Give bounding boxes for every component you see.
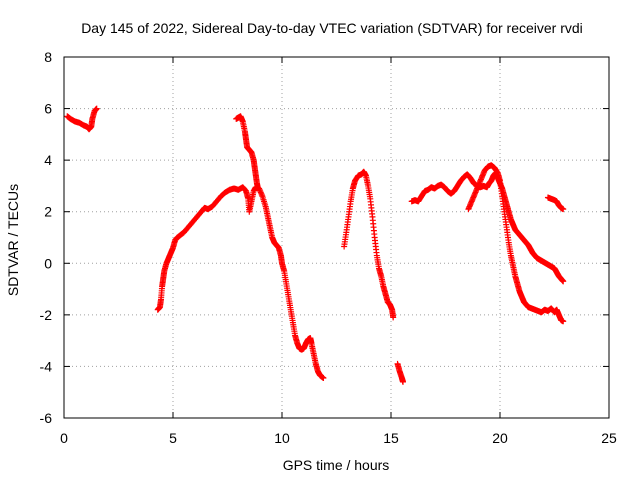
x-tick-label: 15 xyxy=(383,430,399,446)
axis-ticks xyxy=(63,56,610,419)
x-tick-label: 0 xyxy=(60,430,68,446)
x-tick-label: 10 xyxy=(274,430,290,446)
series-arc-7 xyxy=(465,162,567,325)
series-arc-5 xyxy=(394,360,406,385)
data-point-marker xyxy=(560,278,567,285)
y-tick-label: 6 xyxy=(44,101,52,117)
y-tick-labels: -6 -4 -2 0 2 4 6 8 xyxy=(40,49,53,426)
series-arc-3 xyxy=(233,113,262,192)
data-point-marker xyxy=(560,206,567,213)
series-arc-4 xyxy=(341,168,397,321)
y-tick-label: -2 xyxy=(40,307,53,323)
data-point-marker xyxy=(320,375,327,382)
y-tick-label: 2 xyxy=(44,204,52,220)
series-arc-1 xyxy=(64,105,100,133)
x-tick-label: 25 xyxy=(601,430,617,446)
data-point-marker xyxy=(255,185,262,192)
y-axis-label: SDTVAR / TECUs xyxy=(5,184,21,296)
grid-lines xyxy=(64,57,609,418)
y-tick-label: 4 xyxy=(44,152,52,168)
x-tick-label: 5 xyxy=(169,430,177,446)
data-point-marker xyxy=(399,378,406,385)
data-point-marker xyxy=(93,105,100,112)
data-points xyxy=(64,105,567,385)
data-point-marker xyxy=(390,314,397,321)
chart-title: Day 145 of 2022, Sidereal Day-to-day VTE… xyxy=(81,20,583,36)
y-tick-label: 8 xyxy=(44,49,52,65)
y-tick-label: -6 xyxy=(40,410,53,426)
plot-frame xyxy=(63,56,610,419)
y-tick-label: 0 xyxy=(44,255,52,271)
y-tick-label: -4 xyxy=(40,358,53,374)
x-axis-label: GPS time / hours xyxy=(283,457,390,473)
data-point-marker xyxy=(560,318,567,325)
x-tick-label: 20 xyxy=(492,430,508,446)
series-arc-2 xyxy=(154,184,327,382)
x-tick-labels: 0 5 10 15 20 25 xyxy=(60,430,617,446)
series-arc-6 xyxy=(408,170,567,285)
series-arc-8 xyxy=(544,194,567,213)
